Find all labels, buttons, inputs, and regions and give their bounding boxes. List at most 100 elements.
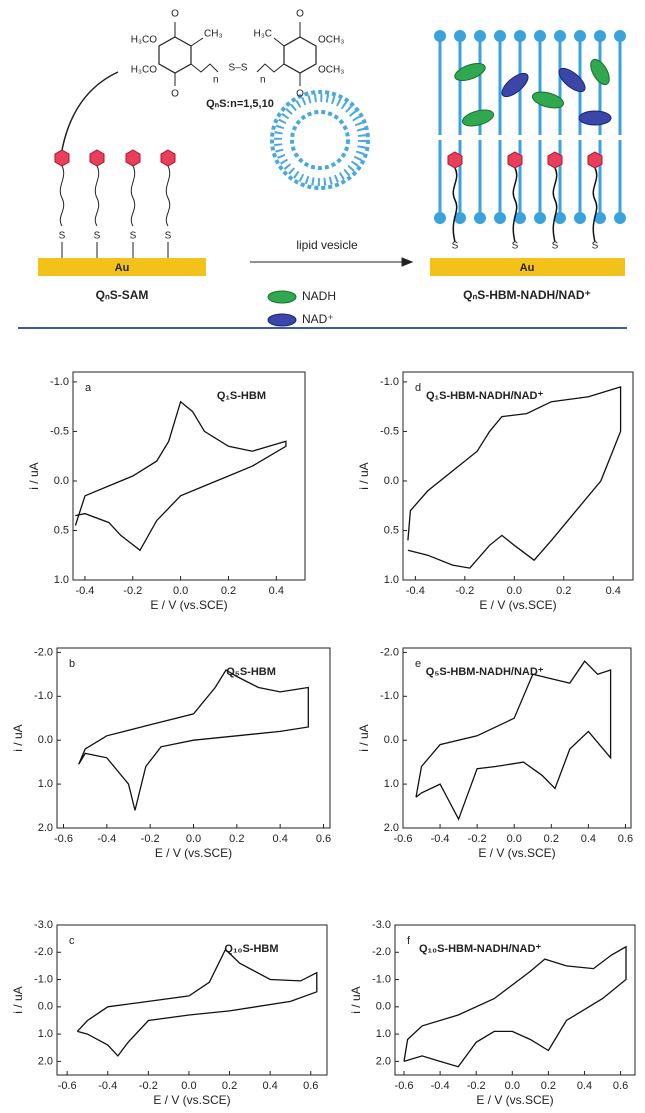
quinone-ring <box>158 36 192 74</box>
x-tick-label: 0.0 <box>181 1080 196 1092</box>
panel-annotation: Q₅S-HBM <box>226 666 276 678</box>
cv-plot: -0.4 -0.2 0.0 0.2 0.4 -1.0 -0.5 0.0 0.5 1.0 E / V … <box>27 371 306 612</box>
quinone-ring <box>283 36 317 74</box>
x-tick-label: 0.4 <box>273 833 288 845</box>
scheme <box>18 22 627 329</box>
alkyl-chain <box>59 165 65 227</box>
y-tick-label: 1.0 <box>384 574 399 586</box>
x-tick-label: 0.0 <box>186 833 201 845</box>
x-tick-label: 0.4 <box>269 585 284 597</box>
y-tick-label: 0.5 <box>54 524 69 536</box>
vesicle-heads <box>270 90 370 190</box>
x-tick-label: 0.2 <box>544 833 559 845</box>
product-label: QₙS-HBM-NADH/NAD⁺ <box>463 288 591 302</box>
x-axis-label: E / V (vs.SCE) <box>153 1093 230 1107</box>
panel-letter: c <box>69 935 75 947</box>
panel-letter: d <box>415 382 421 394</box>
panel-letter: f <box>407 935 411 947</box>
quinone-heads <box>54 149 176 167</box>
y-axis-label: i / uA <box>357 462 371 489</box>
cv-curve <box>403 945 627 1068</box>
n-label: n <box>260 75 266 86</box>
x-tick-label: -0.2 <box>467 1080 486 1092</box>
sulfur-label: S <box>512 241 519 252</box>
x-tick-label: -0.2 <box>139 1080 158 1092</box>
x-tick-label: 0.0 <box>507 585 522 597</box>
x-tick-label: -0.6 <box>54 833 73 845</box>
x-tick-label: -0.4 <box>98 1080 117 1092</box>
scheme-text: O O O O H₃CO H₃CO CH₃ H₃C OCH₃ OCH₃ n n … <box>59 9 599 327</box>
sulfur-label: S <box>94 231 101 242</box>
plot-frame <box>72 371 306 581</box>
y-tick-label: -1.0 <box>50 376 69 388</box>
x-tick-label: -0.4 <box>431 1080 450 1092</box>
nadh-label: NADH <box>302 289 336 303</box>
x-tick-label: 0.6 <box>613 1080 628 1092</box>
sulfur-label: S <box>592 241 599 252</box>
quinone-heads <box>447 151 603 169</box>
alkyl-chain <box>452 167 598 243</box>
lipid-heads <box>434 30 626 224</box>
x-tick-label: -0.2 <box>468 833 487 845</box>
y-tick-label: -1.0 <box>380 690 399 702</box>
cv-plot: -0.4 -0.2 0.0 0.2 0.4 -1.0 -0.5 0.0 0.5 1.0 E / V … <box>357 371 634 612</box>
panel-annotation: Q₁S-HBM-NADH/NAD⁺ <box>426 390 543 402</box>
sulfur-label: S <box>130 231 137 242</box>
gold-label: Au <box>115 262 130 274</box>
cv-plot: -0.6 -0.4 -0.2 0.0 0.2 0.4 0.6 -2.0 -1.0 0.0 1.0 2.… <box>357 646 633 860</box>
alkyl-chain <box>94 165 100 227</box>
chain <box>190 63 219 73</box>
y-tick-label: 0.0 <box>384 734 399 746</box>
x-tick-label: -0.2 <box>455 585 474 597</box>
x-tick-label: 0.6 <box>303 1080 318 1092</box>
y-tick-label: 0.0 <box>54 475 69 487</box>
nad-icon <box>267 313 297 327</box>
x-tick-label: 0.2 <box>556 585 571 597</box>
y-tick-label: 0.5 <box>384 524 399 536</box>
x-tick-label: 0.4 <box>581 833 596 845</box>
y-tick-label: 0.0 <box>38 1001 53 1013</box>
gold-electrode <box>38 258 206 276</box>
atom-label: O <box>296 89 304 100</box>
bond <box>273 37 285 47</box>
vesicle-label: lipid vesicle <box>296 238 358 252</box>
x-tick-label: -0.4 <box>97 833 116 845</box>
cv-plot: -0.6 -0.4 -0.2 0.0 0.2 0.4 0.6 -3.0 -2.0 -1.0 0.0 1… <box>11 919 328 1107</box>
panel-letter: e <box>415 658 421 670</box>
x-axis-label: E / V (vs.SCE) <box>155 846 232 860</box>
y-tick-label: 1.0 <box>38 1028 53 1040</box>
y-tick-label: 2.0 <box>38 1055 53 1067</box>
x-tick-label: -0.6 <box>395 1080 414 1092</box>
panel-annotation: Q₁S-HBM <box>217 390 266 402</box>
y-tick-label: 1.0 <box>376 1028 391 1040</box>
x-tick-label: 0.2 <box>229 833 244 845</box>
panel-annotation: Q₁₀S-HBM-NADH/NAD⁺ <box>419 943 541 955</box>
y-axis-label: i / uA <box>357 724 371 751</box>
formula-label: QₙS:n=1,5,10 <box>206 98 274 110</box>
x-axis-label: E / V (vs.SCE) <box>479 598 556 612</box>
x-tick-label: -0.6 <box>58 1080 77 1092</box>
plot-frame <box>402 647 632 829</box>
y-tick-label: 2.0 <box>38 822 53 834</box>
arrow-head <box>401 257 414 267</box>
y-tick-label: 1.0 <box>54 574 69 586</box>
y-tick-label: 2.0 <box>376 1055 391 1067</box>
group-label: CH₃ <box>204 29 223 40</box>
group-label: H₃C <box>253 29 272 40</box>
group-label: H₃CO <box>131 35 158 46</box>
panel-annotation: Q₅S-HBM-NADH/NAD⁺ <box>426 666 544 678</box>
x-axis-label: E / V (vs.SCE) <box>478 846 555 860</box>
cv-curve <box>76 948 318 1057</box>
gold-electrode <box>430 258 625 276</box>
group-label: OCH₃ <box>318 65 344 76</box>
y-tick-label: -3.0 <box>34 919 53 931</box>
x-tick-label: 0.0 <box>173 585 188 597</box>
cv-curve <box>74 400 287 552</box>
y-tick-label: 0.0 <box>38 734 53 746</box>
vesicle-heads <box>290 110 350 170</box>
cv-plot: -0.6 -0.4 -0.2 0.0 0.2 0.4 0.6 -2.0 -1.0 0.0 1.0 2.… <box>11 646 331 860</box>
group-label: H₃CO <box>131 65 158 76</box>
sulfur-label: S <box>165 231 172 242</box>
y-tick-label: -0.5 <box>50 425 69 437</box>
